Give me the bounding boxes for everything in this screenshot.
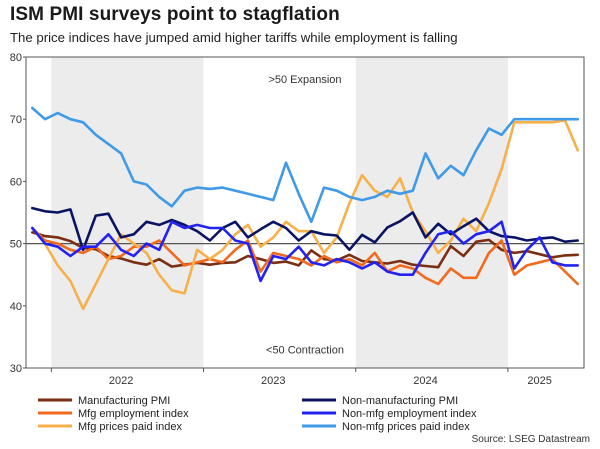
plot-frame	[25, 56, 585, 369]
series-line-manufacturing-pmi	[30, 231, 580, 269]
chart-subtitle: The price indices have jumped amid highe…	[10, 30, 458, 45]
y-tick-label: 70	[10, 114, 22, 126]
y-tick-label: 40	[10, 301, 22, 313]
y-tick-label: 30	[10, 363, 22, 375]
source-note: Source: LSEG Datastream	[472, 434, 590, 445]
x-tick-label: 2025	[527, 375, 551, 387]
legend-label: Non-mfg prices paid index	[342, 421, 470, 433]
series-line-non-manufacturing-pmi	[30, 206, 580, 252]
x-tick-label: 2024	[413, 375, 437, 387]
contraction-annotation: <50 Contraction	[266, 344, 344, 356]
x-tick-label: 2022	[109, 375, 133, 387]
y-tick-label: 60	[10, 176, 22, 188]
legend-label: Non-manufacturing PMI	[342, 395, 458, 407]
shaded-year-2022	[51, 57, 204, 368]
y-tick-label: 80	[10, 52, 22, 64]
y-tick-label: 50	[10, 239, 22, 251]
x-tick-label: 2023	[261, 375, 285, 387]
series-line-mfg-employment-index	[30, 226, 580, 286]
shaded-year-2024	[355, 57, 508, 368]
expansion-annotation: >50 Expansion	[268, 74, 341, 86]
legend-label: Manufacturing PMI	[78, 395, 170, 407]
chart-title: ISM PMI surveys point to stagflation	[10, 4, 340, 25]
legend-label: Mfg prices paid index	[78, 421, 182, 433]
legend-label: Mfg employment index	[78, 408, 189, 420]
series-line-non-mfg-prices-paid-index	[30, 106, 580, 224]
series-line-non-mfg-employment-index	[30, 220, 580, 283]
legend-label: Non-mfg employment index	[342, 408, 477, 420]
